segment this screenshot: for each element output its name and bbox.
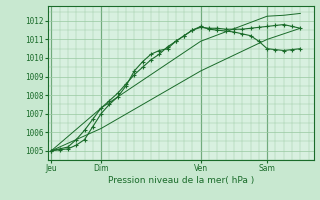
X-axis label: Pression niveau de la mer( hPa ): Pression niveau de la mer( hPa )	[108, 176, 254, 185]
